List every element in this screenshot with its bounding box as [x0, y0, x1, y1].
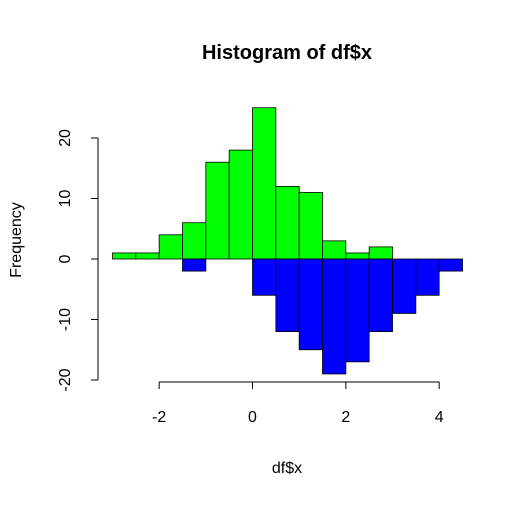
- histogram-bar: [182, 222, 207, 260]
- histogram-bar: [205, 161, 230, 260]
- y-tick-label: 0: [57, 254, 74, 263]
- histogram-bar: [135, 252, 160, 260]
- x-tick-label: -2: [152, 409, 166, 426]
- y-axis-label: Frequency: [8, 202, 25, 278]
- histogram-bar: [275, 185, 300, 260]
- histogram-bar: [438, 258, 463, 272]
- histogram-bar: [345, 258, 370, 363]
- histogram-bar: [112, 252, 137, 260]
- histogram-bar: [345, 252, 370, 260]
- x-tick-label: 2: [341, 409, 350, 426]
- histogram-bar: [392, 258, 417, 314]
- y-tick-label: -20: [57, 368, 74, 391]
- histogram-bar: [252, 258, 277, 296]
- histogram-bar: [182, 258, 207, 272]
- histogram-bar: [298, 192, 323, 260]
- histogram-bar: [275, 258, 300, 332]
- histogram-bar: [252, 107, 277, 260]
- histogram-bar: [415, 258, 440, 296]
- y-tick-label: 20: [57, 129, 74, 147]
- x-axis: -2 0 2 4: [152, 381, 444, 426]
- histogram-bar: [322, 258, 347, 375]
- chart-title: Histogram of df$x: [202, 42, 372, 64]
- histogram-bar: [228, 149, 253, 260]
- x-tick-label: 4: [435, 409, 444, 426]
- histogram-bar: [322, 240, 347, 260]
- y-tick-label: -10: [57, 308, 74, 331]
- x-tick-label: 0: [248, 409, 257, 426]
- y-axis: -20 -10 0 10 20: [57, 129, 99, 392]
- y-tick-label: 10: [57, 190, 74, 208]
- x-axis-label: df$x: [272, 460, 302, 477]
- histogram-bar: [368, 258, 393, 332]
- histogram-bar: [368, 246, 393, 260]
- bars-group: [112, 107, 463, 375]
- histogram-bar: [158, 234, 183, 260]
- histogram-bar: [298, 258, 323, 351]
